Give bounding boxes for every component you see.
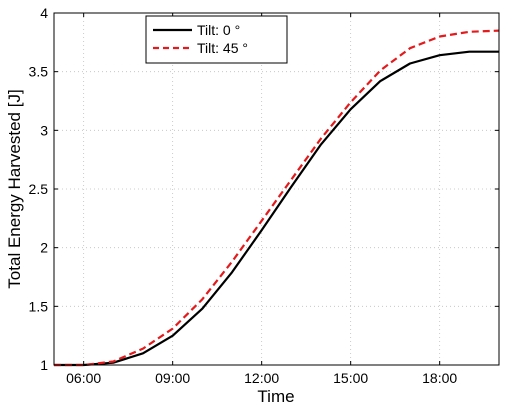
x-tick-label: 09:00 (155, 370, 190, 386)
y-tick-label: 1.5 (29, 298, 49, 314)
legend-box (145, 15, 288, 64)
plot-area (54, 13, 499, 365)
y-axis-label: Total Energy Harvested [J] (5, 89, 24, 288)
series-layer (54, 29, 500, 367)
tick-layer: 06:00 09:00 12:00 15:00 18:00 1 1.5 2 2.5 3 3.5 4 (29, 5, 499, 386)
legend: Tilt: 0 ° Tilt: 45 ° (145, 15, 288, 64)
series-line-tilt-0 (54, 50, 499, 367)
y-tick-label: 2.5 (29, 181, 49, 197)
x-axis-label: Time (257, 387, 294, 406)
y-tick-label: 3.5 (29, 64, 49, 80)
legend-label-tilt-45: Tilt: 45 ° (197, 40, 248, 56)
legend-label-tilt-0: Tilt: 0 ° (197, 22, 240, 38)
y-tick-label: 3 (40, 122, 48, 138)
y-tick-label: 4 (40, 5, 48, 21)
y-tick-label: 2 (40, 240, 48, 256)
x-tick-label: 12:00 (244, 370, 279, 386)
x-tick-label: 15:00 (333, 370, 368, 386)
y-tick-label: 1 (40, 357, 48, 373)
series-line-tilt-45 (54, 29, 500, 367)
x-tick-label: 18:00 (422, 370, 457, 386)
x-tick-label: 06:00 (66, 370, 101, 386)
grid-layer (54, 12, 499, 366)
